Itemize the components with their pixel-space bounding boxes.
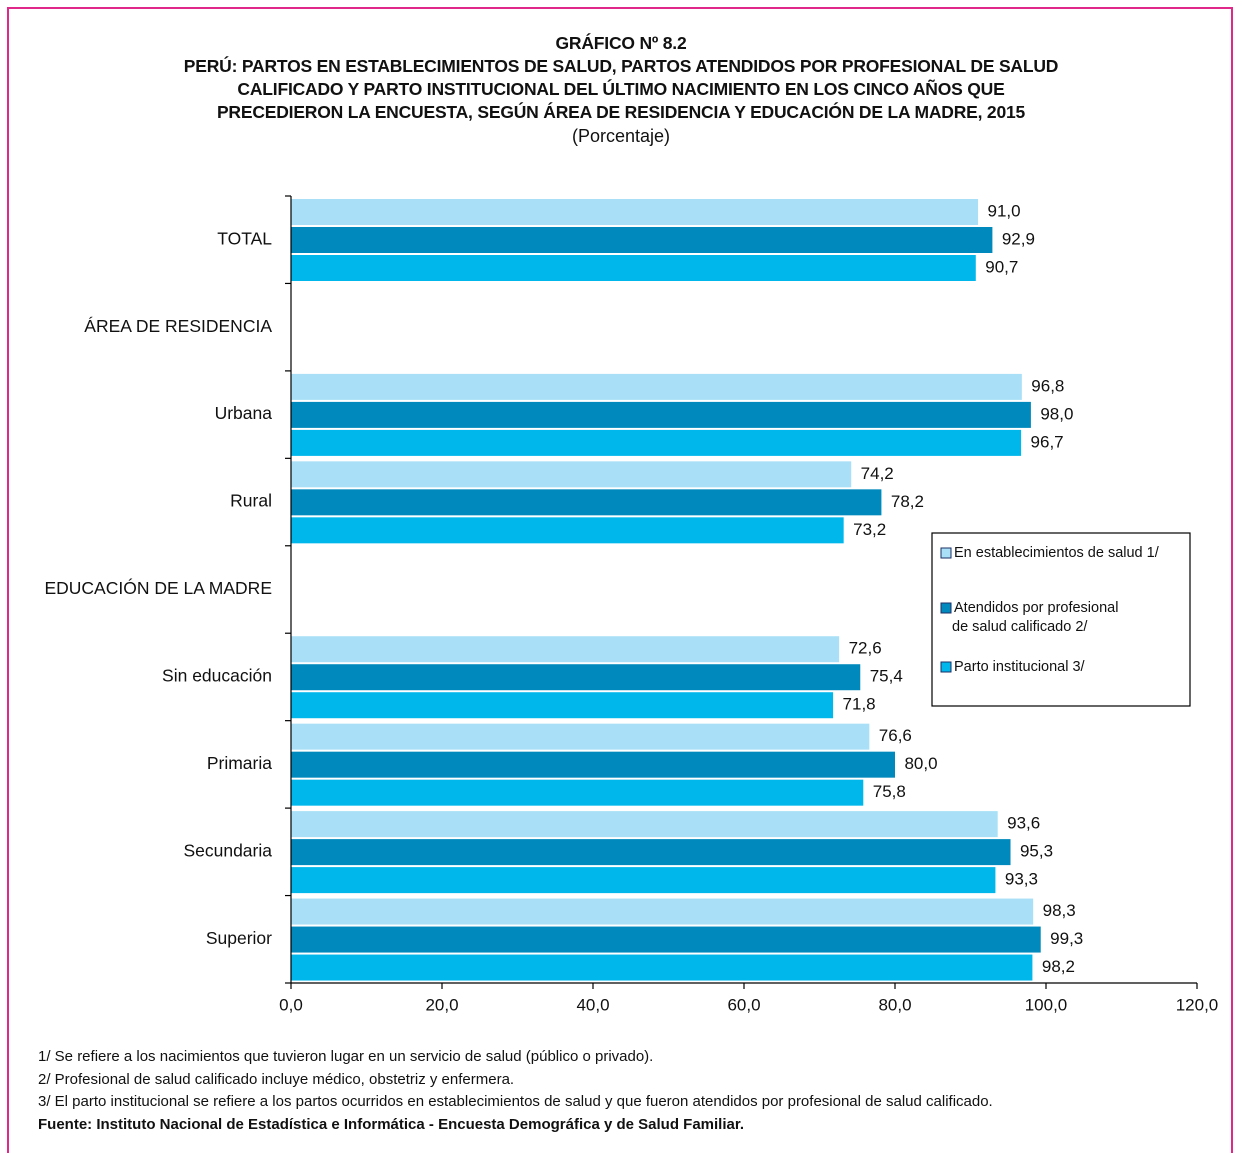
footnote-3: 3/ El parto institucional se refiere a l… — [38, 1093, 993, 1110]
chart-subtitle: (Porcentaje) — [571, 126, 671, 146]
source-note: Fuente: Instituto Nacional de Estadístic… — [38, 1115, 745, 1133]
value-label: 73,2 — [853, 520, 886, 539]
category-label: EDUCACIÓN DE LA MADRE — [44, 577, 272, 598]
legend-box — [931, 532, 1191, 707]
chart-number: GRÁFICO Nº 8.2 — [555, 33, 687, 53]
chart-title-line-3: PRECEDIERON LA ENCUESTA, SEGÚN ÁREA DE R… — [216, 102, 1026, 122]
chart-title-line-2: CALIFICADO Y PARTO INSTITUCIONAL DEL ÚLT… — [237, 79, 1005, 99]
bar-3 — [291, 692, 834, 719]
category-label: Superior — [206, 928, 272, 948]
value-label: 98,0 — [1040, 404, 1073, 423]
bar-3 — [291, 517, 844, 544]
x-tick-label: 40,0 — [576, 995, 609, 1014]
value-label: 90,7 — [985, 257, 1018, 276]
bar-chart: 91,0 92,9 90,7 TOTAL ÁREA DE RESIDENCIA 96,8 9… — [44, 195, 1219, 1014]
bar-2 — [291, 839, 1011, 866]
category-label: Sin educación — [162, 666, 272, 686]
bar-2 — [291, 401, 1031, 428]
value-label: 93,3 — [1005, 870, 1038, 889]
value-label: 80,0 — [904, 754, 937, 773]
value-label: 92,9 — [1002, 229, 1035, 248]
footnotes: 1/ Se refiere a los nacimientos que tuvi… — [38, 1046, 993, 1136]
bar-3 — [291, 779, 864, 806]
bar-3 — [291, 867, 996, 894]
value-label: 96,8 — [1031, 376, 1064, 395]
category-label: Urbana — [215, 403, 273, 423]
footnote-1: 1/ Se refiere a los nacimientos que tuvi… — [38, 1048, 654, 1065]
bar-1 — [291, 199, 979, 225]
category-label: ÁREA DE RESIDENCIA — [84, 316, 272, 336]
chart-titles: GRÁFICO Nº 8.2 PERÚ: PARTOS EN ESTABLECI… — [0, 32, 1242, 148]
value-label: 93,6 — [1007, 814, 1040, 833]
category-label: TOTAL — [217, 228, 272, 248]
x-tick-label: 60,0 — [727, 995, 760, 1014]
value-label: 72,6 — [849, 639, 882, 658]
x-tick-label: 0,0 — [279, 995, 303, 1014]
bar-1 — [291, 898, 1034, 925]
category-label: Secundaria — [183, 840, 272, 860]
legend-swatch-1 — [940, 547, 952, 559]
value-label: 91,0 — [988, 201, 1021, 220]
legend-swatch-3 — [940, 661, 952, 673]
bar-1 — [291, 373, 1022, 400]
bar-2 — [291, 227, 993, 253]
x-tick-label: 80,0 — [878, 995, 911, 1014]
x-tick-label: 100,0 — [1025, 995, 1068, 1014]
legend-label: Atendidos por profesional — [954, 600, 1118, 616]
bar-1 — [291, 723, 870, 750]
legend-label: En establecimientos de salud 1/ — [954, 545, 1160, 561]
bar-2 — [291, 751, 895, 778]
footnote-2: 2/ Profesional de salud calificado inclu… — [38, 1070, 515, 1088]
legend-label: Parto institucional 3/ — [954, 659, 1086, 675]
category-label: Rural — [230, 491, 272, 511]
legend-label: de salud calificado 2/ — [952, 619, 1088, 635]
bar-2 — [291, 664, 861, 691]
bar-1 — [291, 461, 852, 488]
chart-frame — [7, 7, 1233, 1153]
value-label: 75,8 — [873, 782, 906, 801]
bar-2 — [291, 489, 882, 516]
bar-2 — [291, 926, 1041, 953]
value-label: 99,3 — [1050, 929, 1083, 948]
value-label: 76,6 — [879, 726, 912, 745]
category-label: Primaria — [207, 753, 272, 773]
value-label: 78,2 — [891, 492, 924, 511]
legend-swatch-2 — [940, 602, 952, 614]
value-label: 74,2 — [861, 464, 894, 483]
value-label: 71,8 — [843, 695, 876, 714]
bar-1 — [291, 636, 840, 663]
value-label: 95,3 — [1020, 842, 1053, 861]
bar-3 — [291, 954, 1033, 981]
x-tick-label: 20,0 — [425, 995, 458, 1014]
value-label: 98,3 — [1043, 901, 1076, 920]
bar-3 — [291, 429, 1022, 456]
chart-title-line-1: PERÚ: PARTOS EN ESTABLECIMIENTOS DE SALU… — [183, 56, 1059, 76]
value-label: 96,7 — [1031, 432, 1064, 451]
value-label: 75,4 — [870, 667, 903, 686]
bar-1 — [291, 811, 998, 838]
x-tick-label: 120,0 — [1176, 995, 1219, 1014]
value-label: 98,2 — [1042, 957, 1075, 976]
bar-3 — [291, 255, 976, 281]
